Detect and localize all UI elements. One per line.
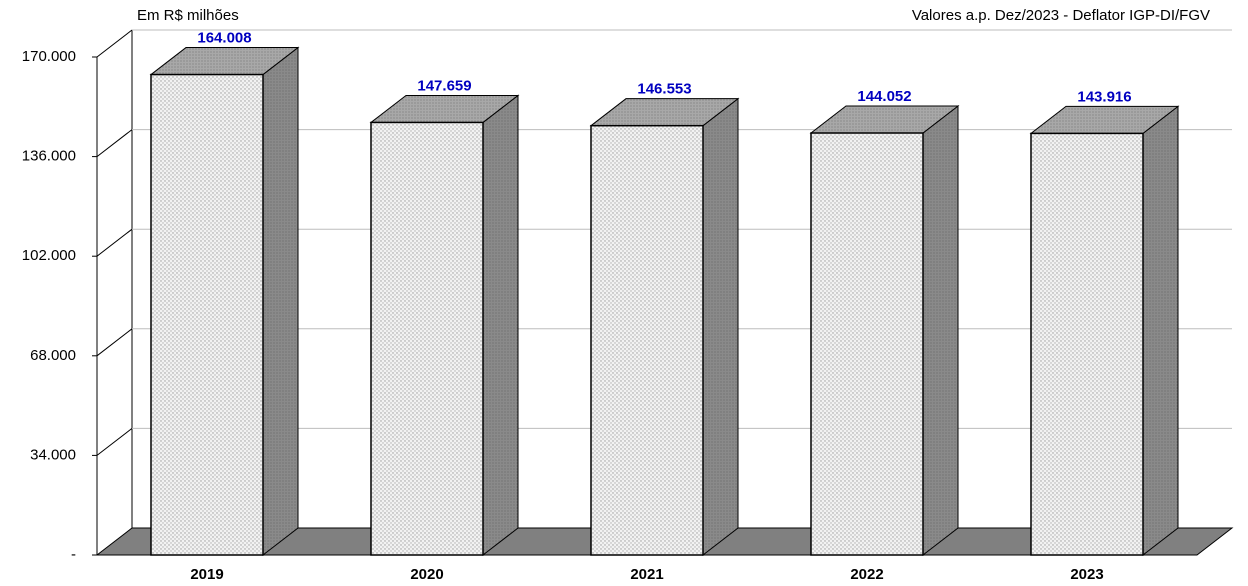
grid-line	[96, 328, 133, 357]
y-tick-label: -	[71, 546, 76, 563]
value-label: 144.052	[857, 88, 911, 105]
bar-side	[922, 104, 959, 557]
grid-line	[96, 228, 133, 257]
subtitle-right: Valores a.p. Dez/2023 - Deflator IGP-DI/…	[912, 7, 1210, 24]
x-tick-label: 2021	[630, 566, 663, 583]
value-label: 164.008	[197, 30, 251, 47]
subtitle-left: Em R$ milhões	[137, 7, 239, 24]
grid-line	[96, 129, 133, 157]
bar-side	[262, 46, 299, 557]
bar	[810, 132, 924, 556]
bar-side	[482, 94, 519, 557]
bar-side	[1142, 105, 1179, 557]
bar	[1030, 132, 1144, 556]
y-tick-label: 102.000	[22, 247, 76, 264]
value-label: 146.553	[637, 81, 691, 98]
bar	[590, 124, 704, 556]
value-label: 147.659	[417, 77, 471, 94]
value-label: 143.916	[1077, 88, 1131, 105]
x-tick-label: 2020	[410, 566, 443, 583]
grid-line	[96, 29, 133, 58]
x-tick-label: 2023	[1070, 566, 1103, 583]
y-tick-label: 136.000	[22, 148, 76, 165]
bar-side	[702, 97, 739, 557]
x-tick-label: 2019	[190, 566, 223, 583]
y-tick-label: 68.000	[30, 347, 76, 364]
y-tick-label: 34.000	[30, 446, 76, 463]
bar	[370, 121, 484, 556]
grid-line	[96, 428, 133, 456]
x-tick-label: 2022	[850, 566, 883, 583]
y-tick-label: 170.000	[22, 48, 76, 65]
bar	[150, 73, 264, 556]
